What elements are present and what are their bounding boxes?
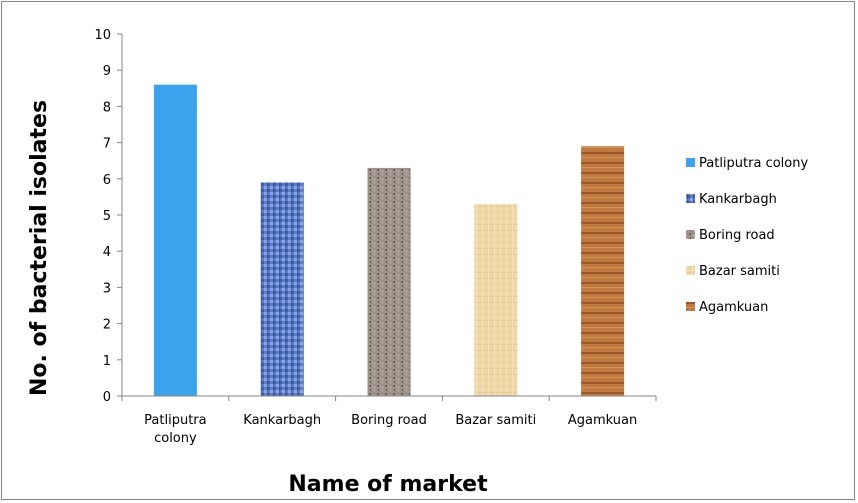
y-tick-label: 1 bbox=[103, 354, 111, 369]
legend-swatch bbox=[686, 230, 695, 239]
y-tick-label: 2 bbox=[103, 318, 111, 333]
y-tick-label: 8 bbox=[103, 100, 111, 115]
y-tick-label: 3 bbox=[103, 281, 111, 296]
bars bbox=[153, 84, 625, 397]
legend-label: Boring road bbox=[699, 228, 775, 243]
x-axis-title: Name of market bbox=[288, 472, 488, 497]
legend-label: Agamkuan bbox=[699, 300, 768, 315]
bar bbox=[474, 204, 518, 396]
legend-label: Kankarbagh bbox=[699, 192, 777, 207]
x-axis: Patliputra colony Kankarbagh Boring road Baz… bbox=[121, 395, 657, 446]
y-tick-label: 5 bbox=[103, 209, 111, 224]
legend-label: Bazar samiti bbox=[699, 264, 780, 279]
y-tick-label: 7 bbox=[103, 137, 111, 152]
y-tick-label: 9 bbox=[103, 64, 111, 79]
x-tick-label: Bazar samiti bbox=[455, 413, 536, 428]
legend-swatch bbox=[686, 302, 695, 311]
y-tick-label: 0 bbox=[103, 390, 111, 405]
bar bbox=[581, 146, 625, 396]
y-axis-title: No. of bacterial isolates bbox=[27, 100, 52, 396]
x-tick-label: Kankarbagh bbox=[243, 413, 321, 428]
legend: Patliputra colony Kankarbagh Boring road Ba… bbox=[686, 156, 808, 315]
legend-swatch bbox=[686, 266, 695, 275]
x-tick-label: colony bbox=[154, 431, 197, 446]
y-axis: 0 1 2 3 4 5 6 7 8 9 10 bbox=[94, 28, 123, 405]
y-tick-label: 4 bbox=[103, 245, 111, 260]
bar bbox=[367, 167, 411, 396]
x-tick-label: Boring road bbox=[351, 413, 427, 428]
y-tick-label: 6 bbox=[103, 173, 111, 188]
legend-swatch bbox=[686, 158, 695, 167]
x-tick-label: Agamkuan bbox=[568, 413, 637, 428]
x-tick-label: Patliputra bbox=[144, 413, 206, 428]
bar bbox=[153, 84, 197, 397]
legend-swatch bbox=[686, 194, 695, 203]
legend-label: Patliputra colony bbox=[699, 156, 808, 171]
y-tick-label: 10 bbox=[94, 28, 111, 43]
bar bbox=[260, 182, 304, 396]
